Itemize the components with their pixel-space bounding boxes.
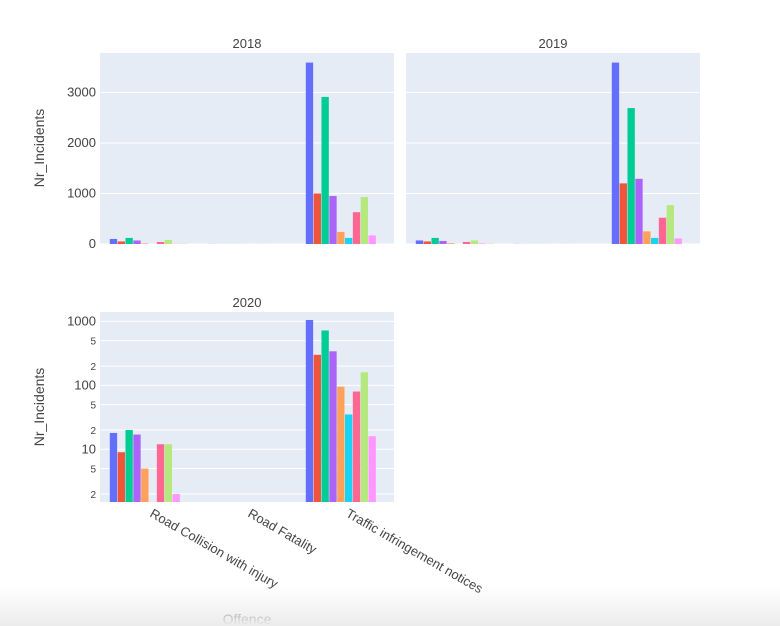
y-tick-label: 5 bbox=[90, 401, 96, 412]
bar-2019-0-7 bbox=[470, 240, 479, 244]
bar-2019-0-6 bbox=[462, 241, 471, 244]
y-tick-label: 5 bbox=[90, 465, 96, 476]
y-tick-label: 2000 bbox=[67, 135, 96, 150]
bar-2020-2-5 bbox=[345, 414, 353, 502]
y-tick-label: 2 bbox=[90, 490, 96, 501]
bar-2019-0-0 bbox=[415, 240, 424, 244]
y-tick-label: 100 bbox=[74, 377, 96, 392]
bar-2020-2-2 bbox=[321, 330, 329, 502]
x-tick-label: Road Fatality bbox=[246, 506, 320, 558]
bar-2020-2-6 bbox=[352, 391, 361, 502]
bar-2018-2-4 bbox=[337, 231, 345, 244]
y-tick-label: 5 bbox=[90, 337, 96, 348]
bar-2019-0-1 bbox=[423, 241, 431, 244]
bar-2018-2-8 bbox=[368, 235, 376, 244]
bar-2020-2-4 bbox=[337, 386, 345, 502]
x-axis-title: Offence bbox=[223, 611, 272, 626]
bar-2020-0-2 bbox=[125, 430, 133, 502]
bar-2018-2-1 bbox=[313, 193, 321, 244]
bar-2018-0-4 bbox=[141, 243, 149, 244]
bar-2019-2-0 bbox=[611, 62, 620, 245]
bar-2019-2-3 bbox=[635, 178, 643, 244]
y-axis-title-bottom: Nr_Incidents bbox=[31, 368, 47, 447]
bar-2020-0-3 bbox=[133, 434, 141, 502]
y-tick-label: 10 bbox=[82, 441, 96, 456]
bar-2019-0-2 bbox=[431, 237, 439, 244]
bar-2019-2-2 bbox=[627, 108, 635, 244]
y-tick-label: 2 bbox=[90, 426, 96, 437]
bar-2020-2-8 bbox=[368, 436, 376, 502]
bar-2020-2-0 bbox=[305, 319, 314, 502]
bar-2020-0-6 bbox=[156, 444, 165, 502]
y-axis-title-top: Nr_Incidents bbox=[31, 109, 47, 188]
panel-title-2020: 2020 bbox=[233, 295, 262, 310]
y-tick-label: 1000 bbox=[67, 313, 96, 328]
panel-title-2019: 2019 bbox=[539, 36, 568, 51]
plot-area-2019 bbox=[406, 53, 700, 244]
bar-2019-2-6 bbox=[658, 217, 667, 244]
bar-2020-0-1 bbox=[117, 452, 125, 502]
plot-area-2018 bbox=[100, 53, 394, 244]
bar-2018-2-2 bbox=[321, 96, 329, 244]
bar-2019-2-8 bbox=[674, 238, 682, 244]
y-tick-label: 0 bbox=[89, 236, 96, 251]
bar-2019-2-1 bbox=[619, 183, 627, 244]
bar-2020-0-7 bbox=[164, 444, 173, 502]
bar-2019-2-4 bbox=[643, 231, 651, 244]
bar-2020-2-1 bbox=[313, 354, 321, 502]
bar-2018-2-3 bbox=[329, 195, 337, 244]
bar-2018-2-5 bbox=[345, 237, 353, 244]
bar-2020-0-0 bbox=[109, 432, 118, 502]
bar-2020-2-3 bbox=[329, 351, 337, 502]
bar-2019-2-5 bbox=[651, 237, 659, 244]
bar-2018-0-7 bbox=[164, 239, 173, 244]
bar-2019-0-4 bbox=[447, 243, 455, 244]
bar-2018-0-3 bbox=[133, 240, 141, 244]
bar-2020-0-4 bbox=[141, 468, 149, 502]
bar-2018-2-7 bbox=[360, 197, 369, 244]
y-tick-label: 2 bbox=[90, 362, 96, 373]
bar-2019-0-8 bbox=[478, 243, 486, 244]
bar-2020-0-8 bbox=[172, 494, 180, 502]
bar-2018-0-1 bbox=[117, 241, 125, 244]
bar-2019-2-7 bbox=[666, 205, 675, 244]
bar-2018-0-2 bbox=[125, 237, 133, 244]
y-tick-label: 3000 bbox=[67, 84, 96, 99]
x-tick-label: Traffic infringement notices bbox=[344, 506, 486, 597]
bar-2018-2-0 bbox=[305, 62, 314, 245]
y-tick-label: 1000 bbox=[67, 185, 96, 200]
panel-title-2018: 2018 bbox=[233, 36, 262, 51]
bar-2018-0-0 bbox=[109, 238, 118, 244]
bar-2019-0-3 bbox=[439, 240, 447, 244]
bar-2020-2-7 bbox=[360, 372, 369, 502]
bar-2018-0-6 bbox=[156, 241, 165, 244]
bar-2018-2-6 bbox=[352, 212, 361, 244]
